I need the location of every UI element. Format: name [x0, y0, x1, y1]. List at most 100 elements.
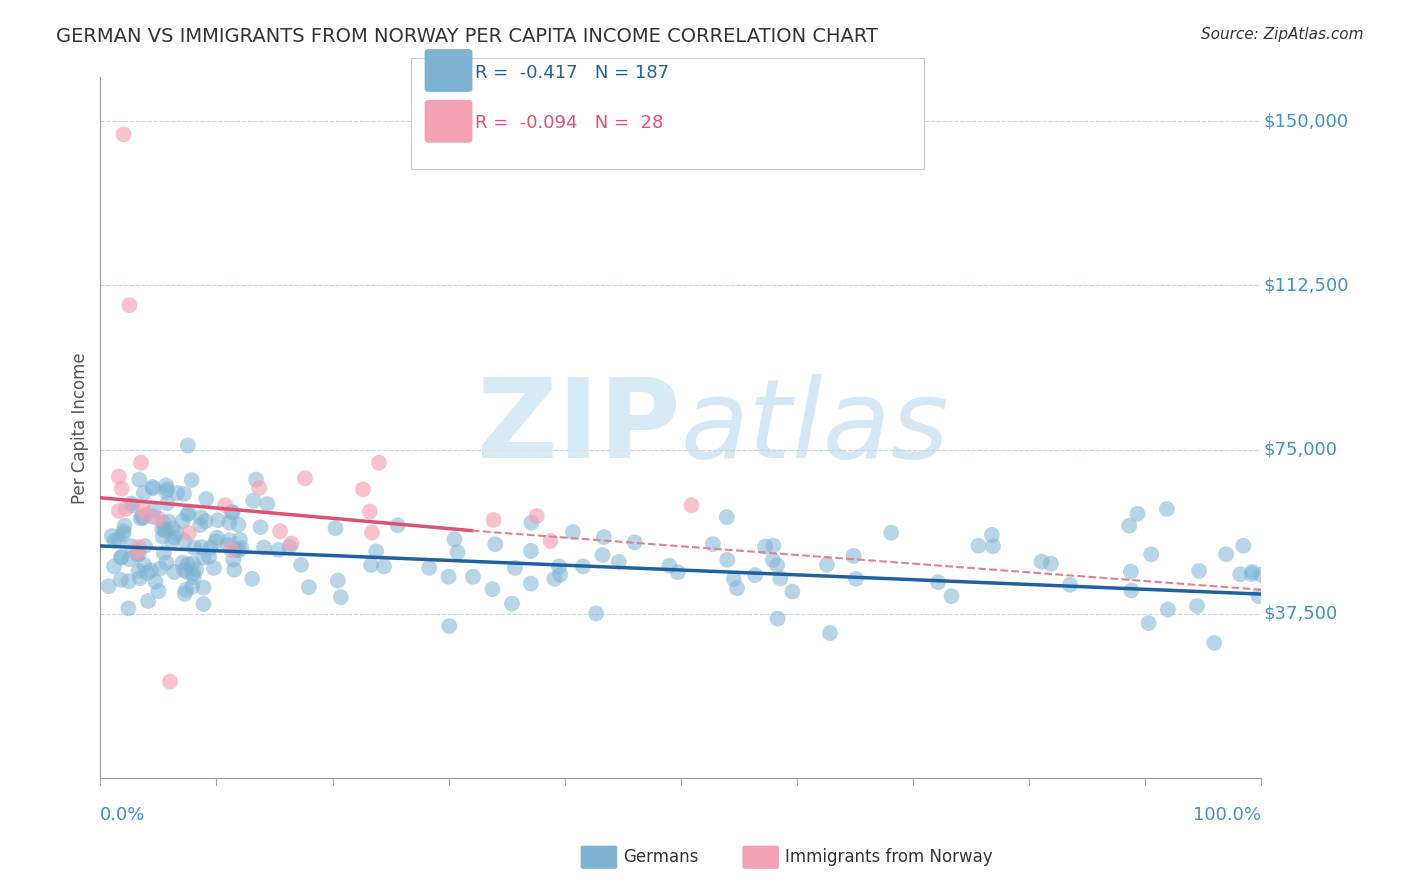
Point [115, 501, 138, 516]
Point [253, 541, 276, 555]
Point [129, 511, 152, 525]
Point [461, 570, 484, 584]
Point [173, 533, 195, 548]
Point [134, 539, 156, 553]
Point [484, 537, 506, 551]
Point [256, 497, 278, 511]
Point [716, 553, 738, 567]
Point [1232, 539, 1254, 553]
Point [592, 548, 614, 562]
Point [247, 481, 270, 495]
Point [190, 510, 212, 524]
Point [153, 546, 176, 560]
Point [173, 563, 195, 577]
Point [1240, 567, 1263, 582]
Point [110, 550, 132, 565]
Point [172, 514, 194, 528]
Text: atlas: atlas [681, 375, 949, 481]
Point [782, 584, 804, 599]
Point [231, 541, 253, 555]
Text: R =  -0.094   N =  28: R = -0.094 N = 28 [475, 114, 664, 132]
Point [245, 473, 267, 487]
Point [1140, 547, 1163, 561]
Point [548, 567, 571, 582]
Point [543, 572, 565, 586]
Point [152, 516, 174, 530]
Point [229, 533, 252, 547]
Point [181, 580, 204, 594]
Point [118, 552, 141, 566]
Point [103, 559, 125, 574]
Point [981, 539, 1004, 553]
Point [585, 607, 607, 621]
Point [1188, 564, 1211, 578]
Point [97, 579, 120, 593]
Point [183, 541, 205, 555]
Point [110, 550, 132, 565]
Point [193, 597, 215, 611]
Point [107, 533, 129, 547]
Text: Immigrants from Norway: Immigrants from Norway [785, 848, 993, 866]
Y-axis label: Per Capita Income: Per Capita Income [72, 352, 89, 504]
Point [195, 491, 218, 506]
Point [437, 570, 460, 584]
Point [387, 518, 409, 533]
Point [129, 456, 152, 470]
Point [155, 484, 177, 499]
Point [162, 521, 184, 535]
Text: 0.0%: 0.0% [100, 806, 146, 824]
Point [418, 560, 440, 574]
Point [193, 581, 215, 595]
Point [181, 557, 204, 571]
Point [1119, 565, 1142, 579]
Point [204, 534, 226, 549]
Point [326, 574, 349, 588]
Point [240, 572, 263, 586]
Point [482, 513, 505, 527]
Point [134, 558, 156, 572]
Point [142, 481, 165, 495]
Point [1126, 507, 1149, 521]
Point [177, 439, 200, 453]
Point [1250, 567, 1272, 582]
Point [818, 626, 841, 640]
Point [762, 553, 785, 567]
Point [156, 483, 179, 497]
Point [607, 555, 630, 569]
Point [842, 549, 865, 563]
Point [325, 521, 347, 535]
Point [173, 487, 195, 501]
Text: $37,500: $37,500 [1264, 605, 1337, 623]
Point [214, 498, 236, 512]
Point [1156, 502, 1178, 516]
Point [127, 564, 149, 578]
Point [373, 559, 395, 574]
Point [166, 526, 188, 541]
Point [278, 540, 301, 554]
Point [218, 533, 240, 548]
Point [439, 619, 461, 633]
Point [1059, 578, 1081, 592]
Point [501, 597, 523, 611]
Point [228, 543, 250, 558]
Point [155, 556, 177, 570]
Point [136, 594, 159, 608]
Point [149, 561, 172, 575]
Point [166, 486, 188, 500]
Point [980, 528, 1002, 542]
Point [446, 545, 468, 559]
Point [128, 473, 150, 487]
Point [110, 573, 132, 587]
Point [152, 530, 174, 544]
Point [520, 544, 543, 558]
Point [190, 540, 212, 554]
Point [1185, 599, 1208, 613]
Point [128, 548, 150, 562]
Point [177, 526, 200, 541]
Point [941, 589, 963, 603]
Point [681, 498, 703, 512]
Point [163, 531, 186, 545]
Point [540, 533, 562, 548]
Point [193, 550, 215, 565]
Point [163, 565, 186, 579]
